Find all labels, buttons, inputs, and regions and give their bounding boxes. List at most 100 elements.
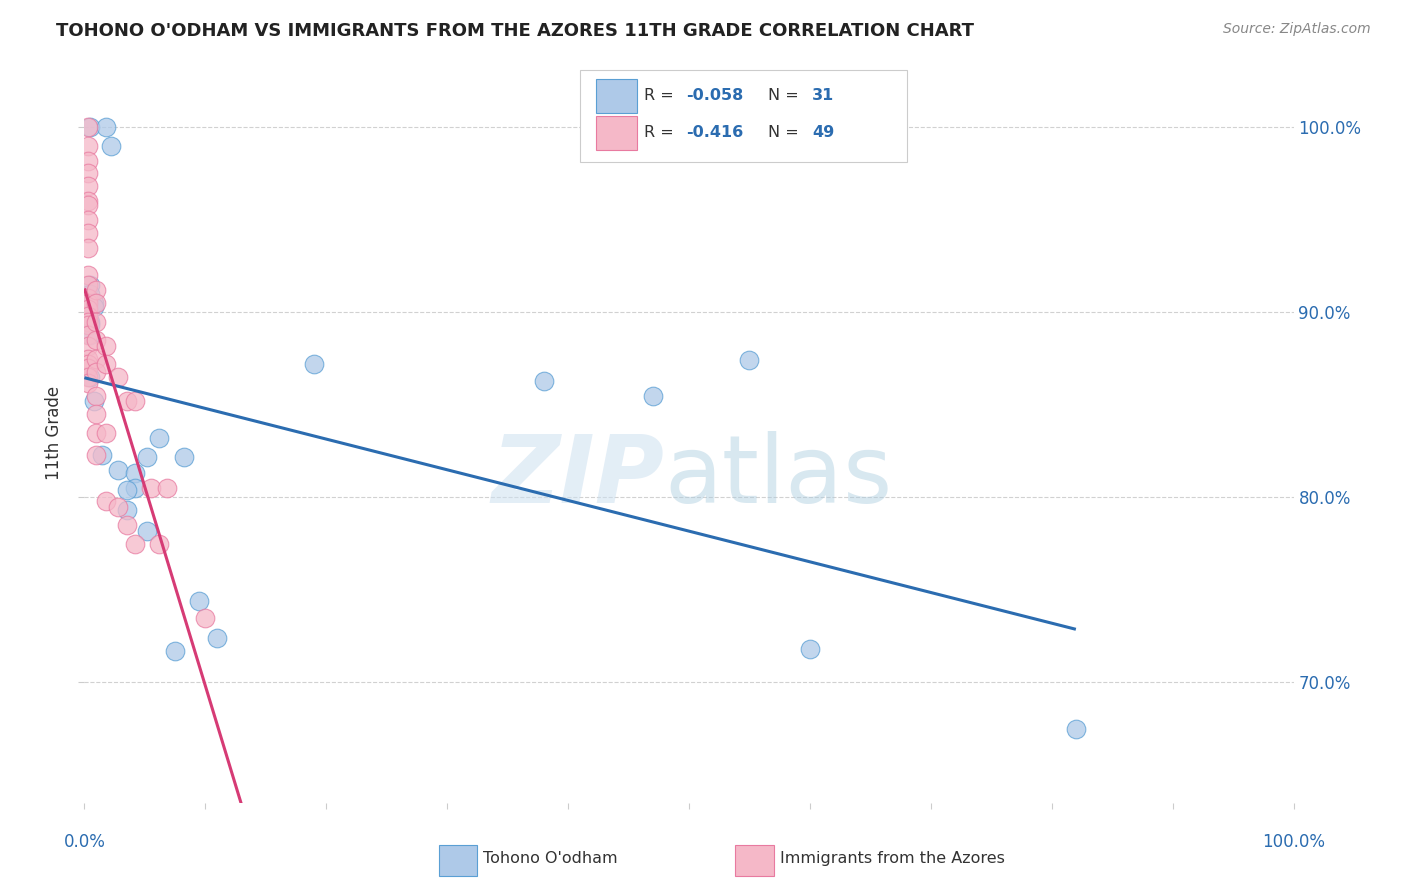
Point: [77, 166, 100, 180]
Point: [86, 351, 108, 366]
Text: 31: 31: [813, 88, 835, 103]
Text: ZIP: ZIP: [492, 431, 665, 523]
Point: [79, 286, 101, 301]
Point: [86, 365, 108, 379]
Point: [115, 503, 138, 517]
Point: [86, 296, 108, 310]
Point: [79, 370, 101, 384]
Text: -0.058: -0.058: [686, 88, 744, 103]
Point: [148, 536, 170, 550]
Point: [77, 318, 100, 333]
Point: [77, 138, 100, 153]
Point: [77, 357, 100, 371]
Point: [86, 407, 108, 421]
Point: [124, 394, 146, 409]
Point: [94, 357, 117, 371]
Point: [77, 240, 100, 254]
FancyBboxPatch shape: [596, 78, 637, 112]
Point: [738, 353, 761, 368]
Point: [83, 394, 105, 409]
Point: [124, 536, 146, 550]
Text: R =: R =: [644, 88, 679, 103]
Text: TOHONO O'ODHAM VS IMMIGRANTS FROM THE AZORES 11TH GRADE CORRELATION CHART: TOHONO O'ODHAM VS IMMIGRANTS FROM THE AZ…: [56, 22, 974, 40]
Point: [107, 370, 129, 384]
Point: [136, 450, 159, 464]
Point: [124, 467, 146, 481]
Text: N =: N =: [768, 88, 803, 103]
Text: Immigrants from the Azores: Immigrants from the Azores: [780, 851, 1004, 866]
Point: [77, 120, 100, 135]
Point: [641, 389, 664, 403]
FancyBboxPatch shape: [439, 845, 478, 876]
Point: [194, 611, 217, 625]
Point: [79, 318, 101, 333]
Point: [86, 314, 108, 328]
Point: [77, 291, 100, 305]
Point: [83, 300, 105, 314]
Point: [107, 500, 129, 514]
Point: [173, 450, 195, 464]
Point: [77, 198, 100, 212]
Point: [77, 376, 100, 390]
Point: [83, 296, 105, 310]
Text: N =: N =: [768, 125, 803, 140]
Text: 0.0%: 0.0%: [63, 833, 105, 851]
FancyBboxPatch shape: [581, 70, 907, 162]
Point: [100, 138, 122, 153]
Point: [77, 277, 100, 292]
Text: Tohono O'odham: Tohono O'odham: [484, 851, 619, 866]
Point: [139, 481, 162, 495]
Text: 49: 49: [813, 125, 835, 140]
Point: [77, 268, 100, 283]
Point: [86, 389, 108, 403]
Point: [1064, 722, 1087, 736]
Text: 100.0%: 100.0%: [1263, 833, 1324, 851]
Point: [77, 194, 100, 209]
Point: [148, 431, 170, 445]
Point: [115, 394, 138, 409]
Point: [77, 226, 100, 240]
Point: [136, 524, 159, 538]
Point: [77, 370, 100, 384]
Point: [107, 463, 129, 477]
Text: -0.416: -0.416: [686, 125, 744, 140]
Point: [79, 120, 101, 135]
Point: [86, 448, 108, 462]
Point: [155, 481, 177, 495]
FancyBboxPatch shape: [735, 845, 773, 876]
Point: [124, 481, 146, 495]
Point: [77, 314, 100, 328]
Point: [94, 425, 117, 440]
Text: atlas: atlas: [665, 431, 893, 523]
Text: R =: R =: [644, 125, 679, 140]
Point: [94, 494, 117, 508]
Point: [77, 179, 100, 194]
Point: [91, 448, 114, 462]
Y-axis label: 11th Grade: 11th Grade: [45, 385, 63, 480]
Point: [77, 338, 100, 352]
Point: [86, 425, 108, 440]
Point: [77, 351, 100, 366]
Point: [77, 301, 100, 316]
Point: [94, 338, 117, 352]
Point: [165, 644, 187, 658]
Text: Source: ZipAtlas.com: Source: ZipAtlas.com: [1223, 22, 1371, 37]
Point: [77, 327, 100, 342]
Point: [115, 483, 138, 497]
Point: [77, 309, 100, 323]
Point: [79, 277, 101, 292]
Point: [533, 374, 555, 388]
Point: [77, 296, 100, 310]
Point: [115, 518, 138, 533]
Point: [86, 333, 108, 347]
Point: [77, 153, 100, 168]
Point: [799, 642, 821, 657]
Point: [79, 314, 101, 328]
Point: [77, 212, 100, 227]
Point: [94, 120, 117, 135]
Point: [86, 283, 108, 297]
FancyBboxPatch shape: [596, 116, 637, 150]
Point: [207, 631, 229, 645]
Point: [79, 327, 101, 342]
Point: [77, 360, 100, 375]
